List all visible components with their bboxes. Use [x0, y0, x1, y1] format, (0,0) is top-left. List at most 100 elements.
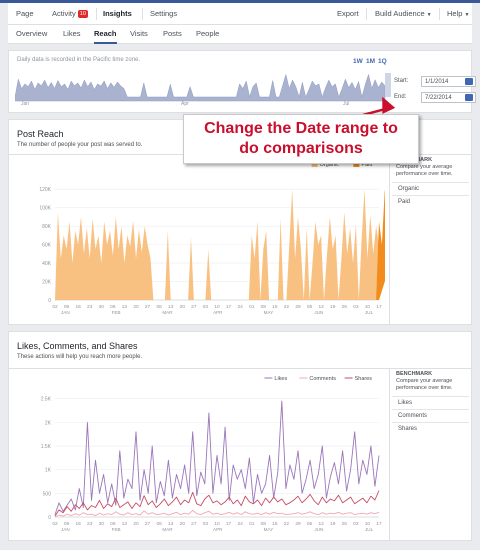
y-tick-label: 60K: [42, 243, 52, 249]
engagement-subtitle: These actions will help you reach more p…: [17, 354, 143, 360]
x-tick-label: 03: [353, 521, 359, 527]
minimap-label-apr: Apr: [181, 101, 189, 107]
x-tick-label: 06: [156, 521, 162, 527]
benchmark-option-shares[interactable]: Shares: [392, 422, 469, 435]
benchmark-option-organic[interactable]: Organic: [392, 182, 469, 195]
nav-settings[interactable]: Settings: [150, 9, 178, 18]
panel-divider: [9, 368, 471, 369]
chevron-down-icon: ▼: [426, 12, 432, 18]
zoom-1w-button[interactable]: 1W: [353, 58, 363, 65]
start-label: Start:: [394, 78, 409, 84]
x-tick-label: 19: [330, 521, 336, 527]
x-tick-label: 13: [168, 304, 174, 310]
y-tick-label: 0: [48, 298, 51, 304]
month-label: FEB: [112, 310, 121, 315]
insights-nav: Page Activity 10 Insights Settings Export…: [8, 3, 472, 25]
x-tick-label: 24: [237, 521, 243, 527]
x-tick-label: 29: [295, 521, 301, 527]
benchmark-option-comments[interactable]: Comments: [392, 409, 469, 422]
nav-help[interactable]: Help ▼: [447, 3, 469, 25]
series-line-shares: [54, 490, 380, 517]
end-date-field[interactable]: 7/22/2014: [421, 92, 476, 103]
nav-divider: [96, 8, 97, 20]
x-tick-label: 02: [52, 304, 58, 310]
tab-reach[interactable]: Reach: [94, 25, 117, 44]
calendar-icon[interactable]: [465, 94, 473, 101]
annotation-arrow: [362, 96, 396, 117]
x-tick-label: 17: [376, 304, 382, 310]
y-tick-label: 20K: [42, 280, 52, 286]
legend-label: Paid: [361, 162, 372, 168]
start-date-field[interactable]: 1/1/2014: [421, 76, 476, 87]
benchmark-sidebar: BENCHMARK Compare your average performan…: [389, 368, 469, 540]
x-tick-label: 30: [99, 304, 105, 310]
zoom-1q-button[interactable]: 1Q: [378, 58, 387, 65]
month-label: MAY: [264, 527, 274, 532]
tab-overview[interactable]: Overview: [16, 29, 48, 38]
y-tick-label: 120K: [39, 187, 51, 193]
nav-export[interactable]: Export: [337, 9, 359, 18]
end-date-value: 7/22/2014: [425, 95, 452, 101]
series-line-likes: [54, 400, 380, 515]
range-overview-chart[interactable]: [15, 67, 391, 109]
activity-badge: 10: [77, 10, 88, 18]
month-label: MAY: [264, 310, 274, 315]
x-tick-label: 20: [133, 304, 139, 310]
minimap-label-jan: Jan: [21, 101, 30, 107]
x-tick-label: 20: [180, 304, 186, 310]
tab-visits[interactable]: Visits: [130, 29, 148, 38]
end-label: End:: [394, 94, 407, 100]
callout-line-1: Change the Date range to: [204, 120, 398, 137]
x-tick-label: 12: [318, 521, 324, 527]
x-tick-label: 02: [52, 521, 58, 527]
benchmark-option-likes[interactable]: Likes: [392, 396, 469, 409]
callout-box: Change the Date range to do comparisons: [183, 114, 419, 164]
nav-activity[interactable]: Activity 10: [52, 3, 88, 25]
x-tick-label: 06: [110, 521, 116, 527]
x-tick-label: 08: [261, 304, 267, 310]
top-strip: [0, 0, 480, 3]
legend-label: Comments: [309, 376, 336, 382]
x-tick-label: 19: [330, 304, 336, 310]
x-tick-label: 26: [342, 521, 348, 527]
calendar-icon[interactable]: [465, 78, 473, 85]
engagement-title: Likes, Comments, and Shares: [17, 341, 138, 351]
y-tick-label: 100K: [39, 206, 51, 212]
x-tick-label: 27: [145, 304, 151, 310]
x-tick-label: 26: [342, 304, 348, 310]
benchmark-description: Compare your average performance over ti…: [396, 164, 453, 177]
legend-label: Organic: [320, 162, 340, 168]
chevron-down-icon: ▼: [464, 12, 470, 18]
tab-posts[interactable]: Posts: [163, 29, 182, 38]
x-tick-label: 23: [87, 304, 93, 310]
y-tick-label: 1K: [45, 468, 52, 474]
month-label: MAR: [162, 527, 173, 532]
nav-insights[interactable]: Insights: [103, 9, 132, 18]
help-label: Help: [447, 9, 463, 18]
x-tick-label: 01: [249, 521, 255, 527]
range-selection-handle[interactable]: [385, 73, 391, 97]
engagement-chart[interactable]: 0 500 1K 1.5K 2K 2.5K 02 09 16 23 30 06 13 20 27 06 13 20…: [13, 372, 385, 540]
zoom-1m-button[interactable]: 1M: [366, 58, 376, 65]
benchmark-description: Compare your average performance over ti…: [396, 378, 453, 391]
x-tick-label: 09: [64, 521, 70, 527]
tab-people[interactable]: People: [196, 29, 220, 38]
y-tick-label: 2K: [45, 420, 52, 426]
y-tick-label: 40K: [42, 261, 52, 267]
benchmark-heading: BENCHMARK: [396, 371, 433, 377]
x-tick-label: 17: [226, 304, 232, 310]
nav-build-audience[interactable]: Build Audience ▼: [375, 3, 432, 25]
tab-likes[interactable]: Likes: [63, 29, 81, 38]
post-reach-chart[interactable]: 0 20K 40K 60K 80K 100K 120K 02 09 16 23 30 06 13 20 27 0…: [13, 158, 385, 322]
y-tick-label: 2.5K: [41, 397, 52, 403]
x-tick-label: 27: [191, 304, 197, 310]
x-tick-label: 22: [284, 521, 290, 527]
benchmark-option-paid[interactable]: Paid: [392, 195, 469, 208]
y-tick-label: 0: [48, 515, 51, 521]
nav-page[interactable]: Page: [16, 9, 34, 18]
legend-swatch: [353, 161, 360, 167]
month-label: JUN: [314, 527, 323, 532]
month-label: JAN: [61, 527, 70, 532]
y-tick-label: 1.5K: [41, 444, 52, 450]
x-tick-label: 13: [122, 521, 128, 527]
